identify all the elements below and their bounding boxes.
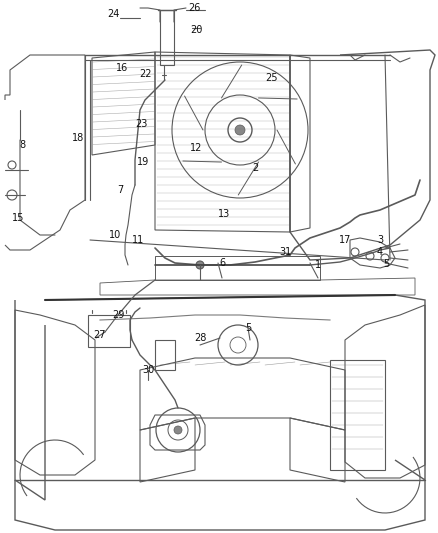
Text: 6: 6	[219, 258, 225, 268]
Text: 2: 2	[252, 163, 258, 173]
Text: 16: 16	[116, 63, 128, 73]
Circle shape	[235, 125, 245, 135]
Text: 18: 18	[72, 133, 84, 143]
Text: 26: 26	[188, 3, 200, 13]
Text: 12: 12	[190, 143, 202, 153]
Text: 8: 8	[19, 140, 25, 150]
Text: 23: 23	[135, 119, 147, 129]
Text: 7: 7	[117, 185, 123, 195]
Text: 22: 22	[139, 69, 151, 79]
Text: 31: 31	[279, 247, 291, 257]
Text: 30: 30	[142, 365, 154, 375]
Text: 20: 20	[190, 25, 202, 35]
Text: 27: 27	[94, 330, 106, 340]
Text: 13: 13	[218, 209, 230, 219]
Text: 5: 5	[383, 259, 389, 269]
Circle shape	[196, 261, 204, 269]
Text: 11: 11	[132, 235, 144, 245]
Text: 24: 24	[107, 9, 119, 19]
Text: 15: 15	[12, 213, 24, 223]
Text: 29: 29	[112, 310, 124, 320]
Text: 10: 10	[109, 230, 121, 240]
Text: 17: 17	[339, 235, 351, 245]
Text: 25: 25	[266, 73, 278, 83]
Text: 19: 19	[137, 157, 149, 167]
Text: 28: 28	[194, 333, 206, 343]
Bar	[88, 315, 130, 347]
Circle shape	[174, 426, 182, 434]
Text: 5: 5	[245, 323, 251, 333]
Text: 1: 1	[315, 260, 321, 270]
Bar	[330, 360, 385, 470]
Text: 3: 3	[377, 235, 383, 245]
Text: 4: 4	[377, 247, 383, 257]
